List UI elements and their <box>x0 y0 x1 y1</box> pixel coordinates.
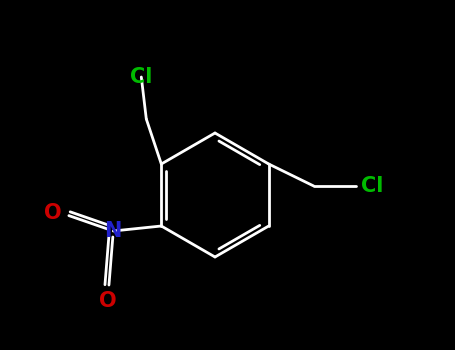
Text: O: O <box>45 203 62 223</box>
Text: Cl: Cl <box>361 176 383 196</box>
Text: Cl: Cl <box>130 67 152 87</box>
Text: O: O <box>100 291 117 311</box>
Text: N: N <box>105 221 122 241</box>
